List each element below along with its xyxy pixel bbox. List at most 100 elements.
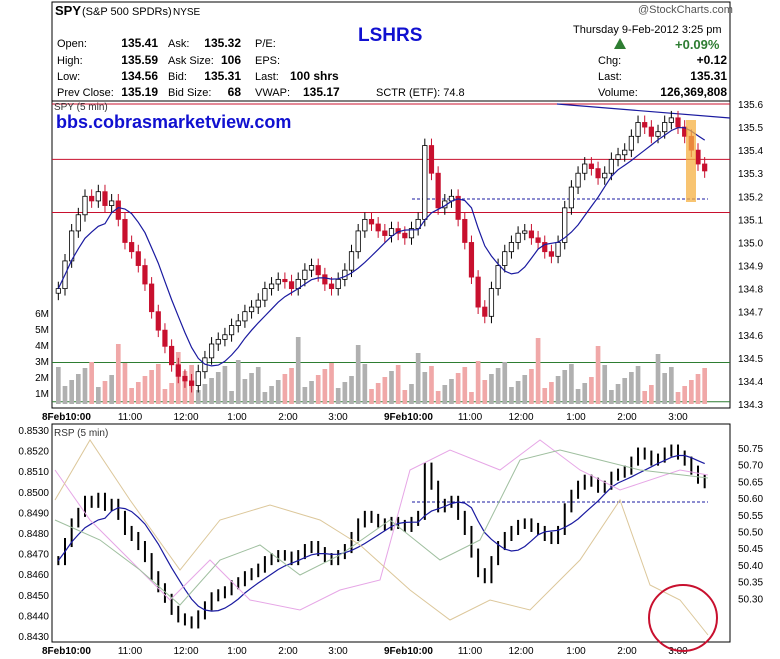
rsp-right-tick: 50.55 <box>738 511 763 522</box>
volume-bar <box>55 367 61 404</box>
quote-value: 135.59 <box>121 53 158 67</box>
candle-body <box>89 195 95 202</box>
volume-bar <box>269 386 274 404</box>
price-plot <box>52 103 731 404</box>
candle-body <box>662 122 668 133</box>
candle-body <box>142 265 148 285</box>
candle-body <box>235 320 241 326</box>
quote-value: 134.56 <box>121 69 158 83</box>
quote-label: Low: <box>57 71 80 83</box>
x-tick-label: 3:00 <box>328 646 348 657</box>
volume-bar <box>415 353 421 404</box>
rsp-right-tick: 50.65 <box>738 477 763 488</box>
candle-body <box>375 223 381 232</box>
volume-bar <box>295 337 301 404</box>
volume-bar <box>575 389 581 404</box>
rsp-left-tick: 0.8440 <box>18 611 49 622</box>
x-tick-label: 1:00 <box>227 646 247 657</box>
candle-body <box>75 214 81 232</box>
volume-tick-label: 2M <box>35 373 49 384</box>
price-tick-label: 134.7 <box>738 308 763 319</box>
volume-bar <box>262 392 268 404</box>
volume-bar <box>595 346 601 404</box>
volume-bar <box>655 354 661 404</box>
candle-body <box>129 242 135 253</box>
volume-bar <box>155 364 161 404</box>
candle-body <box>422 145 428 220</box>
date-label: Thursday 9-Feb-2012 3:25 pm <box>573 24 722 36</box>
candle-body <box>135 251 141 266</box>
volume-bar <box>229 391 234 404</box>
candle-body <box>668 117 674 123</box>
candle-body <box>495 265 501 290</box>
rsp-left-tick: 0.8430 <box>18 632 49 643</box>
volume-bar <box>549 382 554 404</box>
x-tick-label: 3:00 <box>668 412 688 423</box>
x-tick-label: 2:00 <box>617 646 637 657</box>
quote-label: Last: <box>255 71 279 83</box>
volume-bar <box>162 389 168 404</box>
candle-body <box>608 158 614 174</box>
quote-label: Ask Size: <box>168 55 214 67</box>
trendline <box>556 103 731 119</box>
volume-bar <box>169 383 174 404</box>
volume-tick-label: 1M <box>35 389 49 400</box>
volume-tick-label: 5M <box>35 325 49 336</box>
candle-body <box>568 186 575 209</box>
quote-label: Bid: <box>168 71 187 83</box>
candle-body <box>555 242 561 257</box>
up-triangle-icon <box>614 38 626 49</box>
candle-body <box>402 232 408 239</box>
x-tick-label: 3:00 <box>328 412 348 423</box>
rsp-left-tick: 0.8460 <box>18 570 49 581</box>
price-tick-label: 134.8 <box>738 285 763 296</box>
volume-bar <box>629 372 634 404</box>
volume-tick-label: 4M <box>35 341 49 352</box>
quote-label: Volume: <box>598 87 638 99</box>
rsp-right-tick: 50.75 <box>738 444 763 455</box>
candle-body <box>302 269 308 280</box>
candle-body <box>368 218 375 225</box>
candle-body <box>268 283 275 290</box>
candle-body <box>702 163 708 172</box>
candle-body <box>635 122 641 137</box>
volume-bar <box>75 374 81 404</box>
volume-bar <box>455 373 461 404</box>
volume-tick-label: 6M <box>35 309 49 320</box>
x-tick-label: 12:00 <box>508 646 533 657</box>
rsp-panel-label: RSP (5 min) <box>54 428 108 439</box>
rsp-left-tick: 0.8510 <box>18 467 49 478</box>
volume-bar <box>609 390 614 404</box>
x-tick-label: 1:00 <box>566 646 586 657</box>
candle-body <box>248 306 255 313</box>
volume-bar <box>209 378 214 404</box>
candle-body <box>122 218 128 243</box>
volume-bar <box>402 390 408 404</box>
volume-bar <box>69 380 74 404</box>
price-tick-label: 134.3 <box>738 400 763 411</box>
volume-bar <box>482 380 488 404</box>
watermark-url: bbs.cobrasmarketview.com <box>56 112 291 132</box>
overlay-indicator-line <box>54 439 709 611</box>
candle-body <box>255 299 261 308</box>
rsp-left-tick: 0.8450 <box>18 591 49 602</box>
candle-body <box>222 334 228 340</box>
volume-bar <box>149 370 154 404</box>
volume-bar <box>302 387 308 404</box>
quote-value: 135.19 <box>121 85 158 99</box>
volume-bar <box>382 377 388 404</box>
x-tick-label: 9Feb10:00 <box>384 412 433 423</box>
candle-body <box>82 195 88 216</box>
rsp-left-tick: 0.8530 <box>18 426 49 437</box>
volume-bar <box>122 363 128 404</box>
quote-table: Open: 135.41 High: 135.59 Low: 134.56 Prev Clo… <box>57 36 727 99</box>
volume-bar <box>522 375 528 404</box>
volume-bar <box>309 381 314 404</box>
candle-body <box>588 163 594 170</box>
price-tick-label: 134.9 <box>738 262 763 273</box>
volume-bar <box>489 374 494 404</box>
candle-body <box>562 207 568 243</box>
volume-bar <box>115 344 121 404</box>
quote-value: 135.41 <box>121 36 158 50</box>
candle-body <box>622 149 628 156</box>
